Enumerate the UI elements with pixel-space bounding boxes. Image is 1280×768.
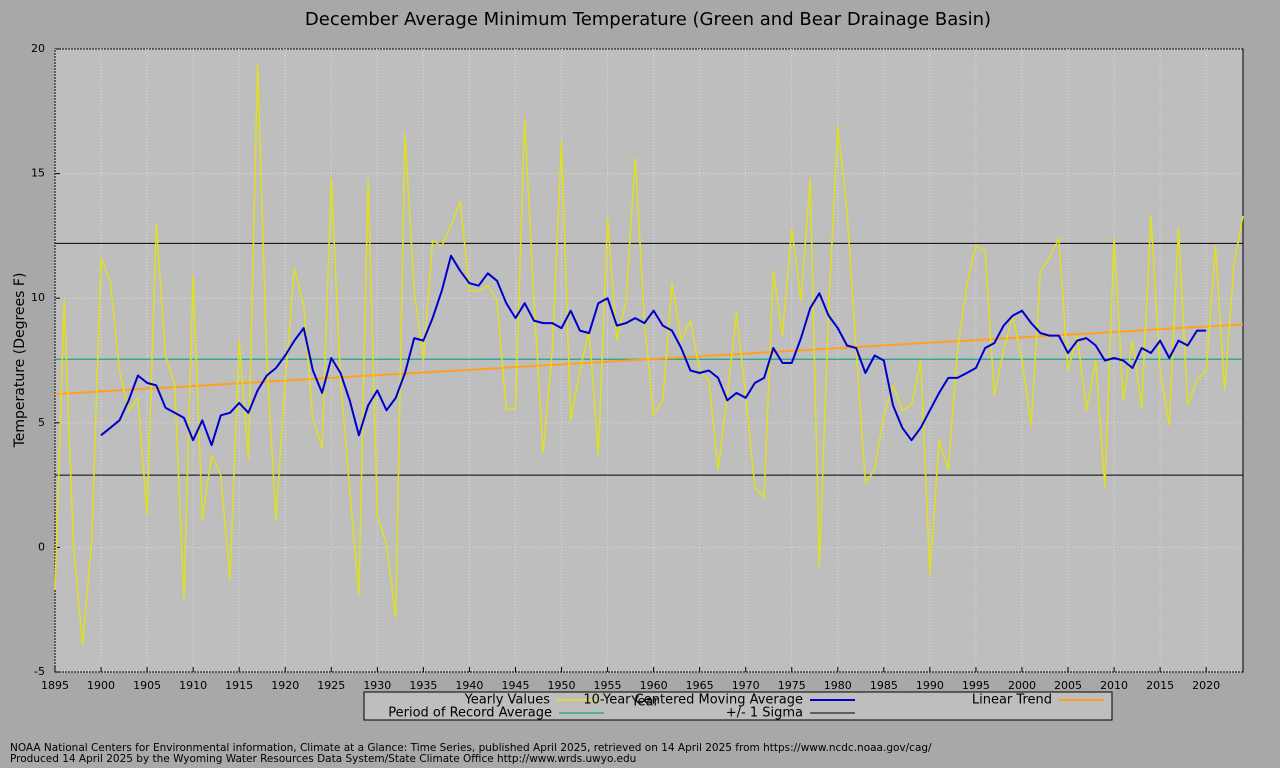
x-tick-label: 1950 — [548, 679, 576, 692]
x-tick-label: 2020 — [1192, 679, 1220, 692]
legend-label: Period of Record Average — [388, 706, 552, 721]
x-tick-label: 1925 — [317, 679, 345, 692]
x-tick-label: 1990 — [916, 679, 944, 692]
x-tick-label: 1910 — [179, 679, 207, 692]
legend-label: +/- 1 Sigma — [726, 706, 803, 721]
x-tick-label: 2000 — [1008, 679, 1036, 692]
y-tick-label: 20 — [31, 42, 45, 55]
footer-note: Produced 14 April 2025 by the Wyoming Wa… — [10, 753, 636, 765]
x-tick-label: 2010 — [1100, 679, 1128, 692]
x-tick-label: 2015 — [1146, 679, 1174, 692]
y-tick-label: 15 — [31, 167, 45, 180]
y-tick-label: 10 — [31, 291, 45, 304]
x-tick-label: 1905 — [133, 679, 161, 692]
series-line — [54, 63, 1244, 646]
x-tick-label: 1960 — [640, 679, 668, 692]
y-tick-label: 5 — [38, 416, 45, 429]
series-line — [54, 323, 1244, 396]
series-line — [100, 254, 1207, 447]
x-tick-label: 1975 — [778, 679, 806, 692]
x-tick-label: 1920 — [271, 679, 299, 692]
footer-note: NOAA National Centers for Environmental … — [10, 742, 932, 754]
x-tick-label: 1965 — [686, 679, 714, 692]
legend-box — [363, 691, 1113, 721]
x-tick-label: 1985 — [870, 679, 898, 692]
x-axis-label: Year — [630, 695, 659, 710]
legend-label: Yearly Values — [464, 693, 551, 708]
x-tick-label: 1995 — [962, 679, 990, 692]
legend-label: Linear Trend — [972, 693, 1052, 708]
x-tick-label: 1915 — [225, 679, 253, 692]
x-tick-label: 2005 — [1054, 679, 1082, 692]
x-tick-label: 1980 — [824, 679, 852, 692]
y-tick-label: -5 — [34, 665, 45, 678]
x-tick-label: 1895 — [41, 679, 69, 692]
x-tick-label: 1900 — [87, 679, 115, 692]
x-tick-label: 1955 — [594, 679, 622, 692]
y-tick-label: 0 — [38, 540, 45, 553]
legend-label: 10-Year Centered Moving Average — [583, 693, 803, 708]
x-tick-label: 1945 — [501, 679, 529, 692]
x-tick-label: 1970 — [732, 679, 760, 692]
x-tick-label: 1935 — [409, 679, 437, 692]
x-tick-label: 1940 — [455, 679, 483, 692]
y-axis-label: Temperature (Degrees F) — [12, 273, 28, 449]
x-tick-label: 1930 — [363, 679, 391, 692]
chart-title: December Average Minimum Temperature (Gr… — [305, 9, 991, 30]
